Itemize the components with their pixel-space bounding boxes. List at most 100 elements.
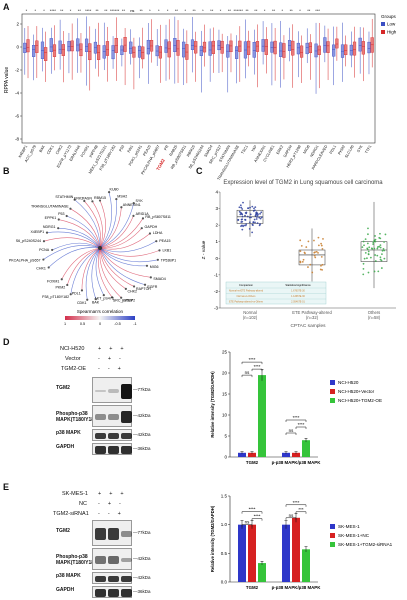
legend-label: SK-MES-1	[338, 524, 360, 529]
edge	[43, 237, 101, 249]
significance-bracket	[295, 426, 307, 429]
y-axis-label: Relative intensity (TGM2/GAPDH)	[210, 505, 215, 572]
box	[252, 42, 256, 58]
box	[58, 40, 62, 54]
edge	[99, 192, 112, 249]
box	[296, 42, 300, 55]
x-tick-label: BAK	[39, 144, 46, 153]
box	[84, 38, 89, 52]
kda-label: —42kDa	[133, 432, 151, 437]
edge	[99, 247, 147, 267]
row-label-nc: NC	[79, 501, 87, 507]
node-label: STATHMIN	[55, 195, 73, 199]
bar	[258, 375, 266, 457]
sig-mark: *	[70, 8, 72, 13]
data-point	[381, 253, 383, 256]
data-point	[379, 256, 382, 259]
bar	[282, 452, 290, 457]
legend-swatch	[330, 533, 335, 538]
data-point	[244, 214, 246, 217]
data-point	[376, 254, 379, 257]
box	[26, 39, 30, 53]
node-label: SMAD4	[153, 277, 165, 281]
panel-label-d: D	[3, 337, 10, 347]
box	[361, 41, 365, 55]
node	[107, 191, 111, 194]
significance-bracket	[241, 511, 263, 514]
x-tick-label: p-p38 MAPK/p38 MAPK	[272, 460, 322, 465]
colorbar-tick: -1	[133, 322, 136, 326]
box	[308, 42, 313, 54]
box	[291, 40, 295, 56]
node-label: FOXM1	[47, 279, 59, 283]
sig-mark: *	[282, 8, 284, 13]
edge	[99, 207, 122, 249]
sig-mark: *	[149, 8, 151, 13]
x-tick-label: TGM2	[246, 460, 259, 465]
node-label: P38_pT180Y182	[42, 295, 69, 299]
y-tick-label: 3	[215, 206, 218, 211]
colorbar-title: Spearman's correlation	[77, 309, 124, 314]
table-header: Comparison	[239, 283, 254, 287]
significance-label: ****	[249, 507, 256, 512]
data-point	[382, 247, 385, 250]
sig-mark: *	[34, 8, 36, 13]
bar	[248, 524, 256, 582]
x-tick-label: NDRG1	[309, 145, 319, 159]
significance-bracket	[241, 361, 263, 365]
node	[132, 202, 135, 205]
x-tick-label: GAPDH	[283, 144, 293, 158]
data-point	[319, 268, 322, 271]
band	[121, 589, 132, 597]
node-label: IGFBP2	[122, 299, 135, 303]
data-point	[378, 236, 381, 239]
blot-strip	[92, 548, 132, 570]
edge	[66, 215, 101, 249]
marker-label: p38 MAPK	[56, 573, 81, 579]
data-point	[259, 217, 262, 220]
data-point	[376, 247, 379, 250]
legend-swatch	[330, 380, 335, 385]
node-label: RBM15	[94, 196, 106, 200]
data-point	[379, 244, 382, 246]
y-axis-label: RPPA value	[4, 67, 10, 94]
y-tick-label: 0	[224, 455, 227, 460]
box	[32, 45, 36, 57]
box	[44, 47, 48, 61]
y-tick-label: -2	[214, 289, 218, 294]
data-point	[373, 270, 376, 273]
data-point	[259, 212, 261, 215]
box	[194, 41, 198, 54]
panel-label-b: B	[3, 166, 10, 176]
y-tick-label: 2	[16, 22, 19, 27]
box	[123, 37, 127, 52]
data-point	[317, 236, 320, 239]
box	[360, 241, 388, 262]
blot-strip	[92, 572, 132, 584]
bar	[238, 452, 246, 457]
node	[132, 285, 136, 288]
node	[57, 218, 60, 221]
significance-label: ns	[289, 513, 294, 518]
data-point	[241, 213, 244, 216]
box	[229, 40, 233, 53]
table-cell: 2.05467E-01	[291, 301, 305, 304]
node-label: CHK1	[36, 267, 46, 271]
significance-bracket	[285, 432, 297, 435]
node	[69, 207, 72, 210]
data-point	[253, 218, 256, 221]
sig-mark: **	[245, 8, 249, 13]
data-point	[367, 233, 369, 236]
edge	[99, 247, 127, 290]
node-label: RB_pS807S811	[145, 215, 171, 219]
cell-line-label: SK-MES-1	[62, 491, 88, 497]
edge	[99, 247, 122, 298]
group-n: (n=102)	[243, 315, 258, 320]
row-label-oe: TGM2-OE	[61, 366, 87, 372]
box	[326, 41, 330, 53]
box	[129, 41, 133, 54]
y-tick-label: 1.0	[221, 522, 228, 527]
box	[164, 39, 168, 53]
data-point	[254, 209, 256, 212]
